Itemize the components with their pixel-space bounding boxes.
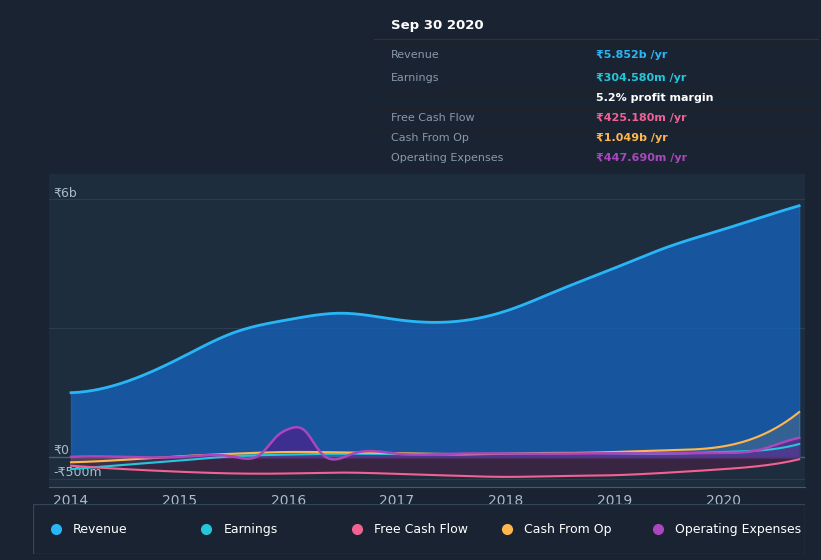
Text: ₹6b: ₹6b xyxy=(53,186,77,199)
Text: Free Cash Flow: Free Cash Flow xyxy=(374,522,468,536)
Text: ₹5.852b /yr: ₹5.852b /yr xyxy=(596,50,667,60)
Text: Free Cash Flow: Free Cash Flow xyxy=(392,113,475,123)
Text: Operating Expenses: Operating Expenses xyxy=(392,152,504,162)
Text: -₹500m: -₹500m xyxy=(53,465,102,479)
Text: Earnings: Earnings xyxy=(392,73,440,83)
Text: Cash From Op: Cash From Op xyxy=(392,133,470,143)
Text: Operating Expenses: Operating Expenses xyxy=(675,522,801,536)
Text: ₹447.690m /yr: ₹447.690m /yr xyxy=(596,152,687,162)
Text: Sep 30 2020: Sep 30 2020 xyxy=(392,19,484,32)
Text: ₹0: ₹0 xyxy=(53,444,69,457)
Text: ₹425.180m /yr: ₹425.180m /yr xyxy=(596,113,686,123)
Text: Revenue: Revenue xyxy=(73,522,127,536)
Text: Revenue: Revenue xyxy=(392,50,440,60)
Text: Cash From Op: Cash From Op xyxy=(525,522,612,536)
Text: ₹1.049b /yr: ₹1.049b /yr xyxy=(596,133,667,143)
Text: Earnings: Earnings xyxy=(223,522,277,536)
Text: ₹304.580m /yr: ₹304.580m /yr xyxy=(596,73,686,83)
Text: 5.2% profit margin: 5.2% profit margin xyxy=(596,93,713,103)
